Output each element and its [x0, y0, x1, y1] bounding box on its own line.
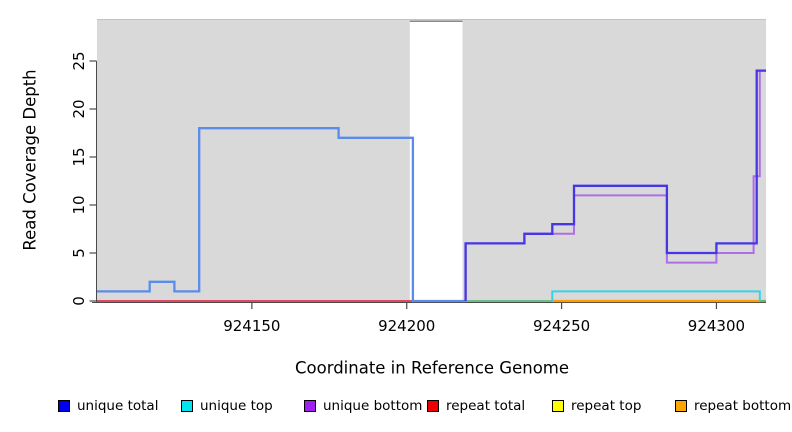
series-line-unique-total-left: [97, 127, 466, 303]
x-axis-title: Coordinate in Reference Genome: [294, 358, 570, 378]
legend-item-unique-top: unique top: [181, 399, 273, 413]
x-tick-label: 924300: [688, 317, 745, 335]
y-tick-label: 15: [70, 147, 88, 166]
legend-item-repeat-bottom: repeat bottom: [675, 399, 791, 413]
legend-item-unique-total: unique total: [58, 399, 158, 413]
y-tick-label: 5: [70, 248, 88, 258]
x-tick-label: 924250: [533, 317, 590, 335]
no-data-region: [409, 20, 463, 302]
y-tick-label: 10: [70, 195, 88, 214]
legend-swatch-icon: [181, 400, 193, 412]
y-axis-title: Read Coverage Depth: [20, 69, 40, 251]
legend-swatch-icon: [427, 400, 439, 412]
legend-swatch-icon: [304, 400, 316, 412]
legend-label: unique total: [77, 398, 159, 414]
series-line-unique-top-line: [551, 290, 761, 301]
series-line-unique-total-right: [464, 69, 766, 301]
x-tick-label: 924150: [223, 317, 280, 335]
legend-swatch-icon: [675, 400, 687, 412]
legend-label: repeat total: [446, 398, 526, 414]
legend-item-unique-bottom: unique bottom: [304, 399, 422, 413]
legend-item-repeat-total: repeat total: [427, 399, 525, 413]
y-tick-label: 20: [70, 99, 88, 118]
legend-swatch-icon: [58, 400, 70, 412]
legend-label: unique bottom: [323, 398, 423, 414]
y-tick-label: 25: [70, 51, 88, 70]
legend-item-repeat-top: repeat top: [552, 399, 641, 413]
legend-label: repeat top: [571, 398, 642, 414]
legend-swatch-icon: [552, 400, 564, 412]
legend-label: unique top: [200, 398, 273, 414]
x-tick-label: 924200: [378, 317, 435, 335]
legend-label: repeat bottom: [694, 398, 792, 414]
y-tick-label: 0: [70, 296, 88, 306]
